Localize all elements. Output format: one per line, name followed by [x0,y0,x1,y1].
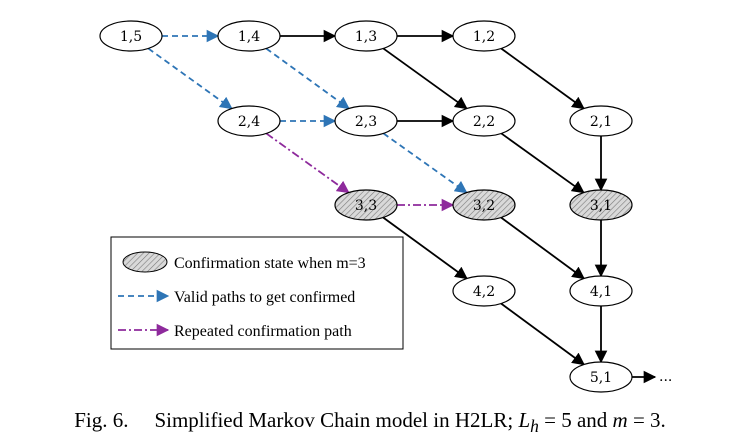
state-label: 5,1 [590,370,612,386]
caption-text: Simplified Markov Chain model in H2LR; [154,408,519,432]
transition-s12-s21 [500,47,585,110]
transition-s42-s51 [500,302,585,366]
transition-s14-s23 [265,47,350,110]
state-node [569,105,633,137]
state-label: 2,1 [590,114,612,130]
legend-repeated-label: Repeated confirmation path [174,323,352,340]
legend: Confirmation state when m=3 Valid paths … [110,236,404,350]
state-node [452,275,516,307]
state-label: 1,4 [238,29,260,45]
state-node [217,20,281,52]
state-node [334,189,398,221]
state-5-1: 5,1 [569,361,633,393]
transition-s23-s32 [382,132,468,194]
state-1-2: 1,2 [452,20,516,52]
caption-h: h [530,416,539,437]
state-node [217,105,281,137]
transitions-layer [147,29,657,384]
state-label: 3,2 [473,198,495,214]
state-label: 3,1 [590,198,612,214]
state-2-1: 2,1 [569,105,633,137]
state-label: 2,2 [473,114,495,130]
markov-chain-diagram: 1,5 1,4 1,3 1,2 2,4 2,3 2,2 2,1 3,3 3,2 3,1 4,2 4,1 5… [99,20,672,393]
state-label: 4,2 [473,284,495,300]
legend-confirmation-swatch [122,251,168,273]
state-label: 3,3 [355,198,377,214]
state-node [334,20,398,52]
state-2-3: 2,3 [334,105,398,137]
state-3-2: 3,2 [452,189,516,221]
state-node [452,189,516,221]
state-1-5: 1,5 [99,20,163,52]
state-label: 1,2 [473,29,495,45]
figure-caption: Fig. 6. Simplified Markov Chain model in … [0,408,740,437]
states-layer: 1,5 1,4 1,3 1,2 2,4 2,3 2,2 2,1 3,3 3,2 3,1 4,2 4,1 5… [99,20,633,393]
state-node [452,105,516,137]
state-node [569,189,633,221]
transition-s22-s31 [500,132,585,194]
caption-fig-label: Fig. 6. [74,408,129,432]
state-label: 1,5 [120,29,142,45]
state-4-1: 4,1 [569,275,633,307]
continuation-ellipsis: ... [659,369,672,385]
state-label: 2,3 [355,114,377,130]
state-node [99,20,163,52]
state-node [569,361,633,393]
state-3-3: 3,3 [334,189,398,221]
legend-valid-label: Valid paths to get confirmed [174,289,355,306]
state-3-1: 3,1 [569,189,633,221]
state-label: 4,1 [590,284,612,300]
transition-s15-s24 [147,47,233,110]
state-1-3: 1,3 [334,20,398,52]
state-label: 1,3 [355,29,377,45]
transition-s32-s41 [500,216,585,280]
state-2-4: 2,4 [217,105,281,137]
state-label: 2,4 [238,114,260,130]
legend-confirmation-label: Confirmation state when m=3 [174,255,366,272]
transition-s33-s42 [382,216,468,280]
transition-s13-s22 [382,47,468,110]
caption-eq1: = 5 and [538,408,613,432]
state-1-4: 1,4 [217,20,281,52]
state-node [334,105,398,137]
state-2-2: 2,2 [452,105,516,137]
caption-m: m [612,408,628,432]
state-node [452,20,516,52]
transition-s24-s33 [265,132,350,194]
state-4-2: 4,2 [452,275,516,307]
caption-L: L [518,408,531,432]
caption-eq2: = 3. [627,408,666,432]
state-node [569,275,633,307]
